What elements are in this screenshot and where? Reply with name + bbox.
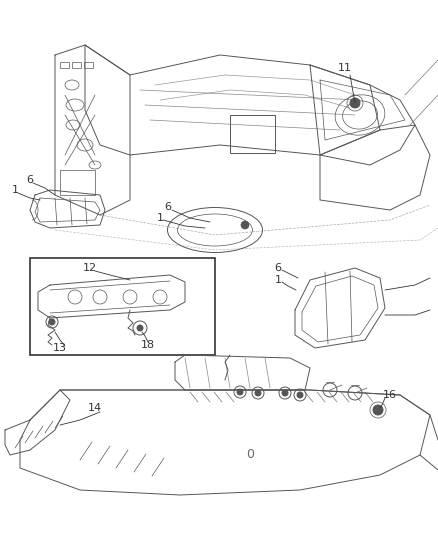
Text: 0: 0 bbox=[246, 448, 254, 462]
Bar bbox=[60, 62, 69, 68]
Text: 14: 14 bbox=[88, 403, 102, 413]
Text: 16: 16 bbox=[383, 390, 397, 400]
Text: 11: 11 bbox=[338, 63, 352, 73]
Text: 18: 18 bbox=[141, 340, 155, 350]
Circle shape bbox=[255, 390, 261, 396]
Circle shape bbox=[350, 98, 360, 108]
Circle shape bbox=[297, 392, 303, 398]
Circle shape bbox=[241, 221, 249, 229]
Circle shape bbox=[373, 405, 383, 415]
Text: 6: 6 bbox=[275, 263, 282, 273]
Text: 13: 13 bbox=[53, 343, 67, 353]
Circle shape bbox=[237, 389, 243, 395]
Text: 1: 1 bbox=[11, 185, 18, 195]
Text: 1: 1 bbox=[275, 275, 282, 285]
Circle shape bbox=[49, 319, 55, 325]
Text: 6: 6 bbox=[27, 175, 33, 185]
Bar bbox=[72, 62, 81, 68]
Bar bbox=[60, 170, 95, 195]
Text: 12: 12 bbox=[83, 263, 97, 273]
Circle shape bbox=[137, 325, 143, 331]
Bar bbox=[84, 62, 93, 68]
Text: 6: 6 bbox=[165, 202, 172, 212]
Text: 1: 1 bbox=[156, 213, 163, 223]
Bar bbox=[30, 258, 215, 355]
Circle shape bbox=[282, 390, 288, 396]
Bar bbox=[230, 115, 275, 153]
